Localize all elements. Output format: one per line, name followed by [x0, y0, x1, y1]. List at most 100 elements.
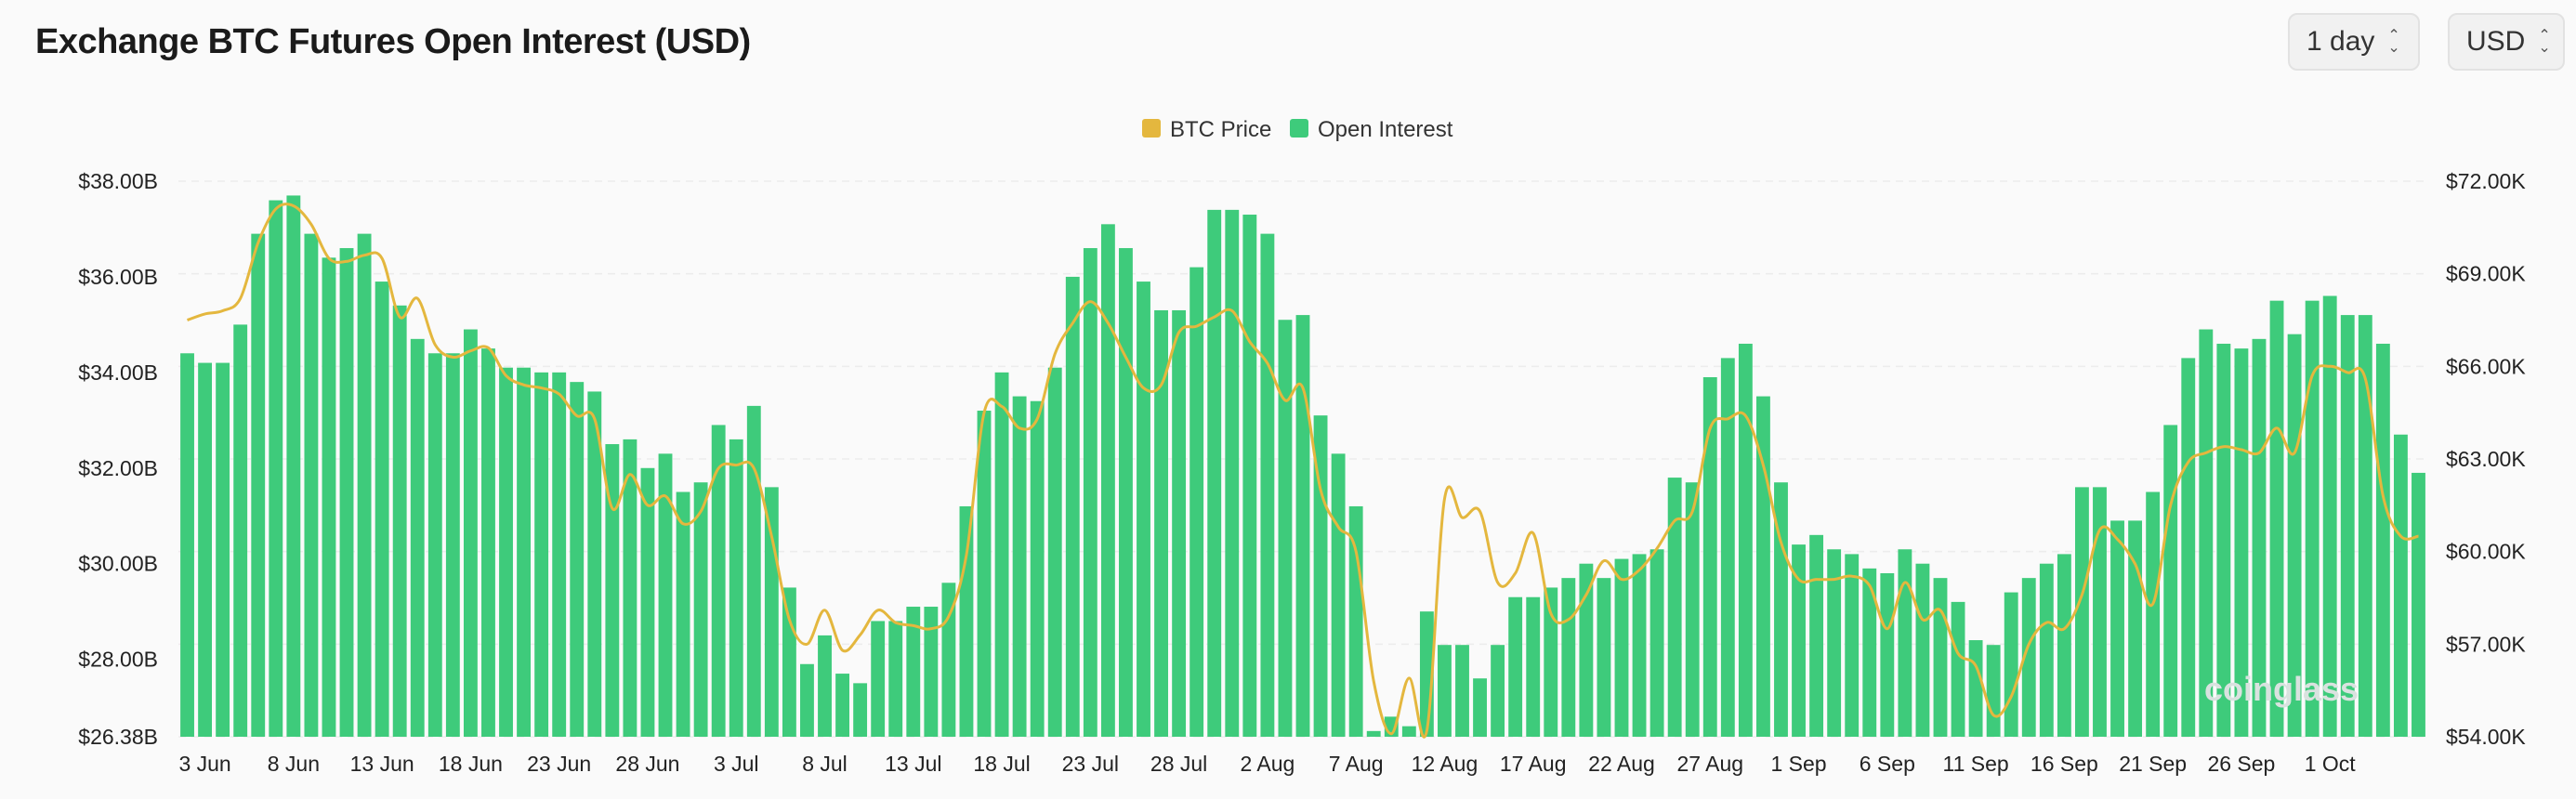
oi-bar[interactable] — [587, 391, 602, 737]
oi-bar[interactable] — [286, 195, 301, 737]
oi-bar[interactable] — [1260, 233, 1275, 737]
oi-bar[interactable] — [2093, 487, 2107, 737]
oi-bar[interactable] — [1792, 544, 1806, 737]
oi-bar[interactable] — [693, 482, 708, 737]
oi-bar[interactable] — [339, 248, 354, 737]
oi-bar[interactable] — [1702, 376, 1717, 737]
oi-bar[interactable] — [2305, 300, 2320, 737]
oi-bar[interactable] — [2322, 295, 2337, 737]
oi-bar[interactable] — [1685, 482, 1700, 737]
oi-bar[interactable] — [2004, 592, 2018, 737]
oi-bar[interactable] — [1047, 367, 1062, 737]
oi-bar[interactable] — [818, 635, 832, 737]
oi-bar[interactable] — [1242, 215, 1257, 737]
oi-bar[interactable] — [1491, 645, 1505, 737]
oi-bar[interactable] — [1968, 640, 1983, 737]
oi-bar[interactable] — [1508, 596, 1523, 737]
oi-bar[interactable] — [1774, 482, 1788, 737]
oi-bar[interactable] — [782, 587, 796, 737]
oi-bar[interactable] — [198, 362, 213, 737]
oi-bar[interactable] — [1455, 645, 1469, 737]
oi-bar[interactable] — [994, 372, 1009, 737]
oi-bar[interactable] — [1119, 248, 1133, 737]
oi-bar[interactable] — [2021, 578, 2036, 737]
oi-bar[interactable] — [233, 324, 248, 737]
oi-bar[interactable] — [1065, 276, 1080, 737]
oi-bar[interactable] — [2393, 434, 2408, 737]
oi-bar[interactable] — [623, 439, 637, 737]
oi-bar[interactable] — [445, 353, 460, 737]
oi-bar[interactable] — [216, 362, 230, 737]
oi-bar[interactable] — [977, 411, 992, 737]
interval-select[interactable]: 1 day ⌃ ⌄ — [2288, 13, 2420, 71]
oi-bar[interactable] — [658, 453, 673, 737]
oi-bar[interactable] — [1827, 549, 1842, 737]
oi-bar[interactable] — [2199, 329, 2214, 737]
oi-bar[interactable] — [853, 683, 868, 737]
oi-bar[interactable] — [1189, 267, 1204, 737]
oi-bar[interactable] — [1295, 315, 1310, 737]
oi-bar[interactable] — [1366, 730, 1381, 737]
oi-bar[interactable] — [2163, 425, 2178, 737]
oi-bar[interactable] — [1809, 534, 1824, 737]
oi-bar[interactable] — [304, 233, 319, 737]
oi-bar[interactable] — [322, 257, 336, 737]
oi-bar[interactable] — [1154, 309, 1168, 737]
oi-bar[interactable] — [392, 305, 407, 737]
oi-bar[interactable] — [800, 663, 814, 737]
oi-bar[interactable] — [1632, 554, 1647, 737]
oi-bar[interactable] — [1880, 572, 1895, 737]
oi-bar[interactable] — [1401, 726, 1416, 737]
oi-bar[interactable] — [1649, 549, 1664, 737]
oi-bar[interactable] — [1313, 415, 1328, 737]
oi-bar[interactable] — [1348, 505, 1363, 737]
oi-bar[interactable] — [729, 439, 743, 737]
oi-bar[interactable] — [871, 621, 886, 737]
oi-bar[interactable] — [1526, 596, 1541, 737]
oi-bar[interactable] — [959, 505, 974, 737]
oi-bar[interactable] — [552, 372, 567, 737]
oi-bar[interactable] — [269, 200, 283, 737]
oi-bar[interactable] — [764, 487, 779, 737]
oi-bar[interactable] — [570, 382, 585, 737]
oi-bar[interactable] — [357, 233, 372, 737]
oi-bar[interactable] — [180, 353, 194, 737]
oi-bar[interactable] — [1738, 343, 1753, 737]
oi-bar[interactable] — [2216, 343, 2231, 737]
oi-bar[interactable] — [1986, 645, 2001, 737]
oi-bar[interactable] — [1207, 209, 1222, 737]
oi-bar[interactable] — [1012, 396, 1027, 737]
oi-bar[interactable] — [427, 353, 442, 737]
oi-bar[interactable] — [2287, 334, 2302, 737]
oi-bar[interactable] — [534, 372, 549, 737]
oi-bar[interactable] — [481, 348, 495, 737]
currency-select[interactable]: USD ⌃ ⌄ — [2448, 13, 2565, 71]
oi-bar[interactable] — [605, 444, 620, 737]
oi-bar[interactable] — [2074, 487, 2089, 737]
oi-bar[interactable] — [1720, 358, 1735, 737]
oi-bar[interactable] — [1083, 248, 1097, 737]
oi-bar[interactable] — [410, 338, 425, 737]
oi-bar[interactable] — [676, 491, 690, 737]
oi-bar[interactable] — [2234, 348, 2249, 737]
oi-bar[interactable] — [1544, 587, 1558, 737]
oi-bar[interactable] — [2146, 491, 2161, 737]
oi-bar[interactable] — [1473, 678, 1487, 737]
oi-bar[interactable] — [1898, 549, 1912, 737]
oi-bar[interactable] — [375, 282, 389, 737]
oi-bar[interactable] — [1172, 309, 1187, 737]
oi-bar[interactable] — [1100, 224, 1115, 737]
oi-bar[interactable] — [2181, 358, 2196, 737]
legend-item-btc-price[interactable]: BTC Price — [1142, 117, 1271, 142]
oi-bar[interactable] — [2412, 472, 2425, 737]
oi-bar[interactable] — [1438, 645, 1452, 737]
oi-bar[interactable] — [1951, 601, 1965, 737]
oi-bar[interactable] — [1278, 320, 1293, 737]
oi-bar[interactable] — [499, 367, 513, 737]
oi-bar[interactable] — [2252, 338, 2267, 737]
oi-bar[interactable] — [2269, 300, 2284, 737]
oi-bar[interactable] — [2340, 315, 2355, 737]
legend-item-open-interest[interactable]: Open Interest — [1290, 117, 1453, 142]
oi-bar[interactable] — [906, 607, 921, 737]
oi-bar[interactable] — [1137, 282, 1150, 737]
